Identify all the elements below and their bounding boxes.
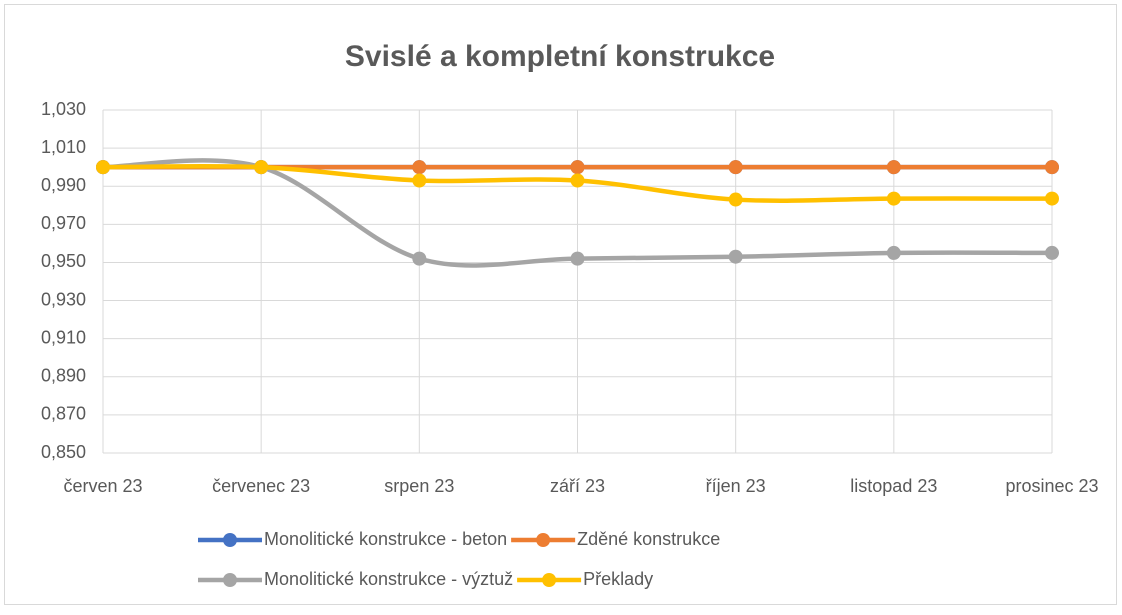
legend-label: Překlady xyxy=(583,569,653,589)
data-point xyxy=(886,191,901,206)
y-tick-label: 0,950 xyxy=(41,251,86,271)
data-point xyxy=(728,249,743,264)
data-point xyxy=(412,160,427,175)
legend-label: Monolitické konstrukce - výztuž xyxy=(264,569,513,589)
data-point xyxy=(886,160,901,175)
legend-marker xyxy=(223,533,237,547)
y-tick-label: 0,850 xyxy=(41,442,86,462)
legend-label: Zděné konstrukce xyxy=(577,529,720,549)
y-tick-label: 0,930 xyxy=(41,289,86,309)
data-point xyxy=(412,251,427,266)
y-tick-label: 1,030 xyxy=(41,99,86,119)
y-tick-label: 0,910 xyxy=(41,327,86,347)
data-point xyxy=(1045,245,1059,260)
data-point xyxy=(96,160,110,175)
x-tick-label: červenec 23 xyxy=(212,476,310,496)
y-tick-label: 0,990 xyxy=(41,175,86,195)
legend-marker xyxy=(536,533,551,547)
legend-marker xyxy=(542,573,557,587)
legend-marker xyxy=(223,573,237,587)
chart-title: Svislé a kompletní konstrukce xyxy=(345,40,775,73)
data-point xyxy=(254,160,269,175)
y-tick-label: 0,890 xyxy=(41,366,86,386)
data-point xyxy=(886,245,901,260)
x-tick-label: listopad 23 xyxy=(850,476,937,496)
x-tick-label: říjen 23 xyxy=(706,476,766,496)
x-tick-label: září 23 xyxy=(550,476,605,496)
data-point xyxy=(1045,191,1059,206)
y-tick-label: 0,870 xyxy=(41,404,86,424)
x-tick-label: srpen 23 xyxy=(384,476,454,496)
data-point xyxy=(570,160,585,175)
data-point xyxy=(570,251,585,266)
x-tick-label: červen 23 xyxy=(63,476,142,496)
chart-frame xyxy=(4,4,1117,605)
data-point xyxy=(728,192,743,207)
data-point xyxy=(728,160,743,175)
x-tick-label: prosinec 23 xyxy=(1005,476,1098,496)
y-tick-label: 0,970 xyxy=(41,213,86,233)
data-point xyxy=(1045,160,1059,175)
data-point xyxy=(570,173,585,188)
y-tick-label: 1,010 xyxy=(41,137,86,157)
data-point xyxy=(412,173,427,188)
legend-label: Monolitické konstrukce - beton xyxy=(264,529,507,549)
